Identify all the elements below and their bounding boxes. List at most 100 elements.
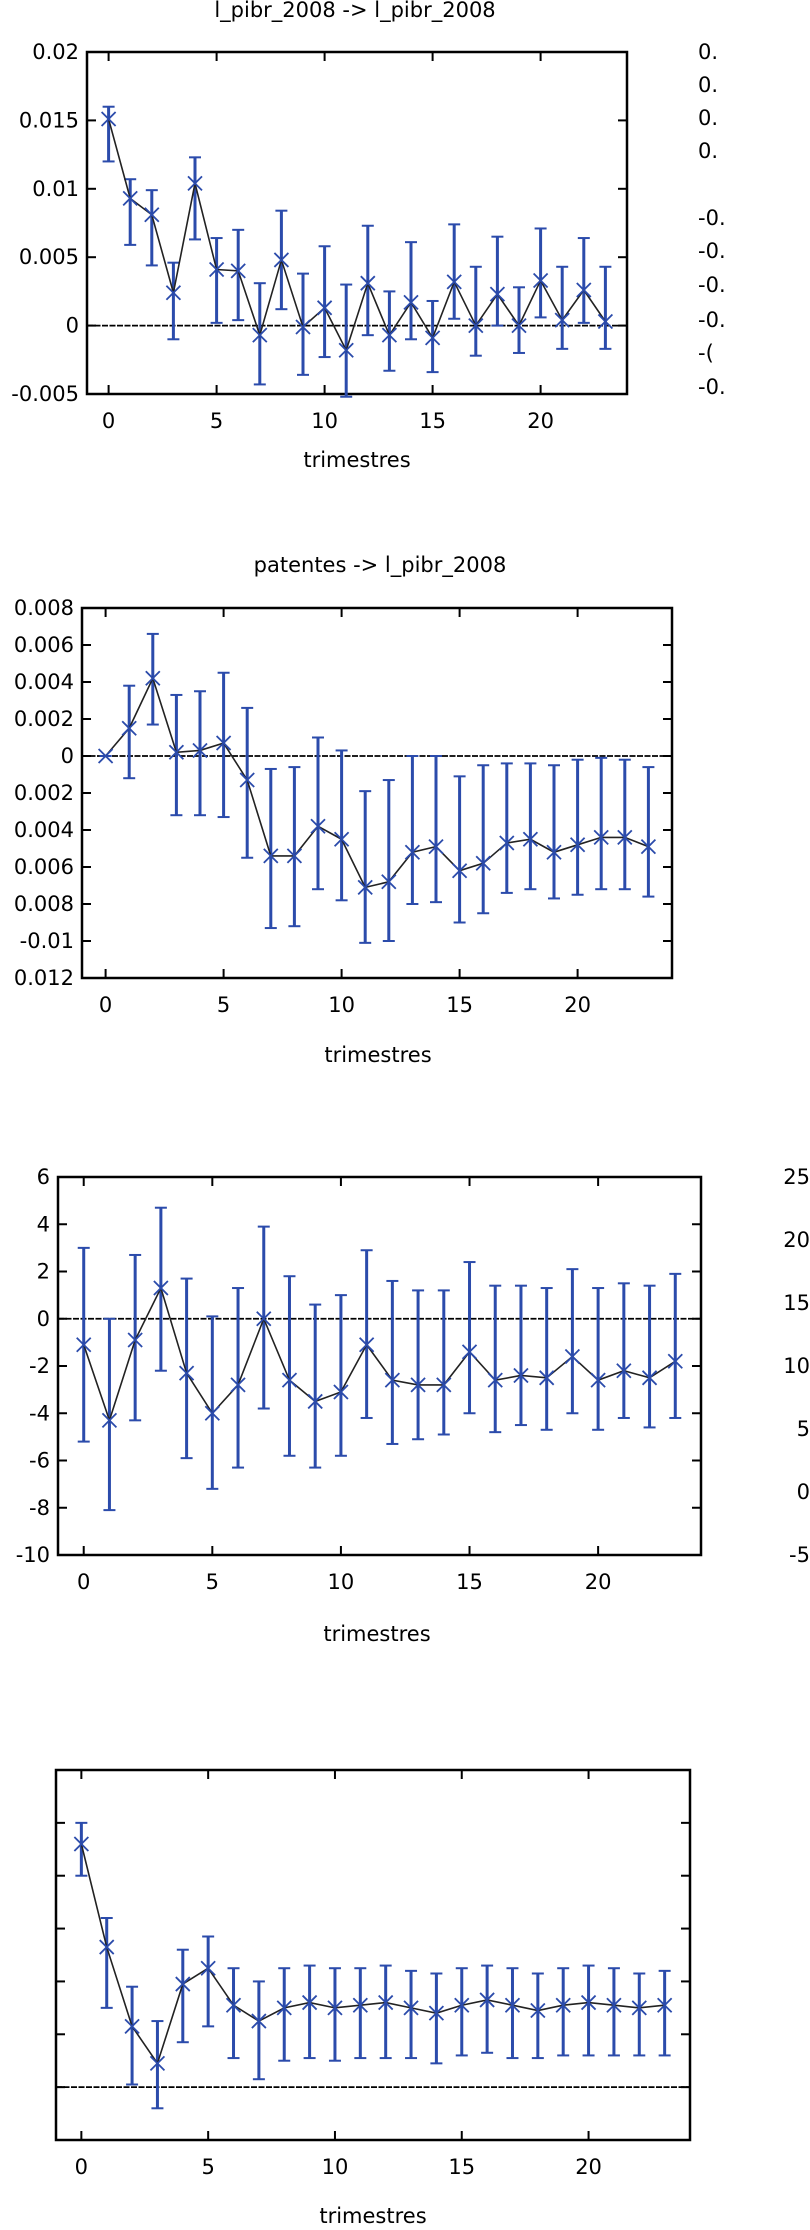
x-axis-label: trimestres [319, 2204, 426, 2228]
data-point-stroke [555, 1997, 571, 2013]
data-point-stroke [641, 1370, 658, 1386]
clipped-y-tick-label: 5 [797, 1417, 810, 1441]
data-point [230, 1377, 246, 1393]
x-tick-label: 15 [448, 2155, 475, 2179]
data-point-stroke [487, 1372, 503, 1388]
data-point-stroke [539, 1370, 555, 1386]
data-point [357, 879, 373, 895]
data-point [475, 855, 491, 871]
x-tick-label: 10 [328, 993, 355, 1017]
data-point-stroke [204, 1405, 220, 1421]
data-point [569, 837, 586, 853]
clipped-y-tick-label: 25 [783, 1165, 810, 1189]
data-point-stroke [428, 2005, 445, 2021]
data-point [316, 300, 333, 316]
data-point [99, 1939, 115, 1955]
data-point-stroke [100, 111, 117, 127]
data-point [403, 294, 419, 310]
y-tick-label: 0.004 [14, 670, 74, 694]
data-point [617, 829, 633, 846]
data-point [97, 748, 114, 764]
data-point-stroke [208, 261, 225, 278]
y-tick-label: 0.012 [14, 966, 74, 990]
data-point-stroke [256, 1311, 272, 1327]
y-tick-label: 0.004 [14, 818, 74, 842]
data-point [504, 1997, 521, 2013]
data-point-stroke [316, 300, 333, 316]
data-point-stroke [225, 1997, 242, 2013]
data-point-stroke [215, 735, 232, 751]
data-point [352, 1997, 368, 2013]
data-point [428, 839, 444, 855]
data-point [360, 275, 376, 291]
data-point [215, 735, 232, 751]
data-point [263, 848, 279, 864]
y-tick-label: 0.008 [14, 596, 74, 620]
y-tick-label: 0.006 [14, 855, 74, 879]
data-point-stroke [546, 844, 562, 860]
data-point [597, 313, 614, 330]
data-point-stroke [200, 1960, 216, 1976]
data-point-stroke [352, 1997, 368, 2013]
data-point-stroke [281, 1372, 298, 1388]
data-point-stroke [301, 1994, 318, 2011]
clipped-chart-right-bottom: 25 20 15 10 5 0 -5 [783, 1165, 810, 1567]
clipped-y-tick-label: -0. [698, 273, 726, 297]
data-point-stroke [384, 1372, 400, 1388]
data-point [127, 1332, 143, 1348]
data-point [175, 1976, 191, 1992]
data-point [281, 1372, 298, 1388]
data-point [121, 720, 137, 736]
data-point-stroke [333, 1384, 349, 1400]
data-point [641, 1370, 658, 1386]
data-point [225, 1997, 242, 2013]
data-point-stroke [76, 1337, 92, 1353]
data-point-stroke [569, 837, 586, 853]
data-point [479, 1992, 495, 2008]
data-point-stroke [239, 772, 255, 788]
data-point-stroke [410, 1377, 426, 1393]
data-point-stroke [101, 1412, 118, 1428]
data-point [230, 263, 246, 279]
chart-panel-2: patentes -> l_pibr_2008 trimestres 0.012… [14, 553, 674, 1067]
data-point-stroke [153, 1280, 169, 1296]
data-point-stroke [436, 1377, 452, 1393]
data-point [513, 1367, 529, 1384]
chart-panel-1: l_pibr_2008 -> l_pibr_2008 trimestres -0… [11, 0, 629, 472]
data-point-stroke [99, 1939, 115, 1955]
y-tick-label: 0.02 [32, 40, 79, 64]
data-point-stroke [310, 818, 326, 834]
y-tick-label: 0 [66, 314, 79, 338]
data-point [590, 1372, 606, 1388]
data-point [461, 1344, 478, 1360]
x-axis-label: trimestres [324, 1043, 431, 1067]
data-point-stroke [403, 294, 419, 310]
data-point [239, 772, 255, 788]
x-axis-label: trimestres [303, 448, 410, 472]
data-point [165, 285, 182, 301]
clipped-y-tick-label: 0. [698, 106, 718, 130]
data-point [124, 2018, 140, 2034]
data-point-stroke [580, 1994, 597, 2011]
data-point-stroke [606, 1997, 622, 2013]
data-point-stroke [359, 1337, 375, 1353]
clipped-y-tick-label: -5 [789, 1543, 810, 1567]
data-point [295, 319, 311, 335]
data-point [252, 327, 268, 343]
response-line [107, 118, 607, 353]
x-tick-label: 20 [527, 409, 554, 433]
data-point [273, 252, 290, 268]
data-point-stroke [145, 670, 161, 686]
data-point-stroke [404, 844, 421, 860]
data-point [178, 1365, 195, 1381]
data-point [404, 844, 421, 860]
y-tick-label: 2 [37, 1260, 50, 1284]
data-point [555, 1997, 571, 2013]
data-point-stroke [424, 330, 441, 346]
data-point [76, 1337, 92, 1353]
x-tick-label: 5 [206, 1570, 219, 1594]
data-point-stroke [381, 327, 398, 343]
data-point [333, 1384, 349, 1400]
data-point [428, 2005, 445, 2021]
data-point-stroke [475, 855, 491, 871]
